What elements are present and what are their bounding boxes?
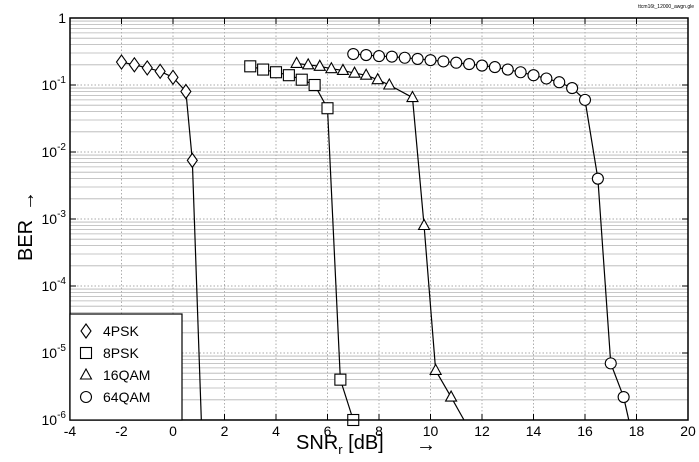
- data-point-8PSK: [295, 73, 308, 86]
- data-point-16QAM: [301, 57, 315, 70]
- x-tick-label: 0: [169, 423, 177, 439]
- data-point-64QAM: [527, 69, 540, 82]
- x-axis-label-sub: r: [338, 442, 343, 457]
- y-tick-label: 10-2: [42, 142, 67, 160]
- data-point-64QAM: [347, 47, 360, 61]
- legend-marker-16QAM: [79, 367, 93, 380]
- x-axis-label-unit: [dB]: [343, 432, 384, 454]
- data-point-16QAM: [371, 72, 385, 85]
- data-point-8PSK: [269, 66, 283, 79]
- data-point-64QAM: [514, 66, 527, 79]
- x-tick-label: 14: [526, 423, 542, 439]
- y-tick-label: 10-6: [42, 410, 67, 428]
- legend-label-4PSK: 4PSK: [103, 323, 139, 339]
- data-point-64QAM: [501, 63, 514, 76]
- data-point-16QAM: [313, 59, 327, 71]
- data-point-64QAM: [566, 82, 579, 95]
- legend-marker-8PSK: [79, 346, 93, 360]
- series-line-8PSK: [250, 65, 354, 421]
- x-tick-label: 16: [577, 423, 593, 439]
- data-point-16QAM: [336, 63, 350, 75]
- series-16QAM: [290, 56, 465, 421]
- y-tick-label: 10-4: [42, 276, 67, 294]
- svg-text:SNRr [dB]: SNRr [dB]: [296, 432, 384, 457]
- y-axis-arrow: →: [17, 191, 39, 211]
- x-axis-label-main: SNR: [296, 432, 338, 454]
- series-line-64QAM: [353, 53, 625, 398]
- legend-marker-4PSK: [80, 323, 92, 339]
- x-tick-label: 2: [221, 423, 229, 439]
- x-axis-arrow: →: [416, 434, 436, 456]
- data-point-64QAM: [617, 391, 630, 404]
- data-point-64QAM: [450, 56, 463, 69]
- file-label: ttcm16t_12000_awgn.gle: [638, 4, 694, 10]
- data-point-16QAM: [406, 90, 419, 103]
- data-point-8PSK: [257, 63, 270, 76]
- legend-marker-64QAM: [79, 390, 93, 404]
- series-8PSK: [244, 60, 360, 427]
- data-point-4PSK: [167, 69, 179, 86]
- data-point-64QAM: [398, 51, 411, 64]
- data-point-64QAM: [372, 50, 386, 63]
- data-point-4PSK: [115, 54, 128, 71]
- data-point-4PSK: [154, 63, 166, 80]
- data-point-16QAM: [290, 56, 304, 68]
- data-point-64QAM: [411, 52, 424, 65]
- data-point-4PSK: [180, 83, 192, 100]
- series-4PSK: [115, 54, 202, 421]
- x-tick-label: 4: [272, 423, 280, 439]
- y-tick-label: 1: [58, 10, 66, 26]
- data-point-64QAM: [591, 172, 604, 185]
- data-point-64QAM: [424, 54, 437, 67]
- data-point-64QAM: [540, 72, 553, 85]
- data-point-16QAM: [429, 363, 443, 375]
- y-axis-label: BER →: [15, 191, 39, 261]
- data-point-4PSK: [141, 59, 153, 76]
- data-point-4PSK: [186, 152, 198, 169]
- x-tick-label: -4: [64, 423, 77, 439]
- data-point-16QAM: [324, 61, 338, 74]
- data-point-8PSK: [244, 60, 257, 73]
- data-point-8PSK: [321, 102, 334, 115]
- data-point-8PSK: [282, 69, 295, 82]
- data-point-8PSK: [334, 373, 347, 386]
- y-tick-label: 10-1: [42, 75, 67, 93]
- series-64QAM: [347, 47, 630, 421]
- x-tick-label: 6: [324, 423, 332, 439]
- x-tick-label: 18: [629, 423, 645, 439]
- data-point-16QAM: [417, 218, 431, 231]
- data-point-64QAM: [604, 357, 617, 370]
- data-point-64QAM: [385, 50, 398, 63]
- x-axis-label: SNRr [dB] →: [296, 432, 436, 457]
- data-point-64QAM: [553, 76, 566, 89]
- legend-label-8PSK: 8PSK: [103, 345, 139, 361]
- legend-label-16QAM: 16QAM: [103, 367, 150, 383]
- data-point-16QAM: [348, 66, 361, 78]
- y-tick-label: 10-5: [42, 343, 67, 361]
- data-point-64QAM: [463, 58, 476, 71]
- series-line-16QAM: [296, 62, 452, 398]
- data-point-16QAM: [359, 68, 373, 80]
- legend-label-64QAM: 64QAM: [103, 389, 150, 405]
- data-point-4PSK: [128, 56, 141, 73]
- x-tick-label: 10: [423, 423, 439, 439]
- data-point-16QAM: [382, 77, 396, 90]
- series-tail-4PSK: [191, 160, 202, 421]
- data-point-64QAM: [475, 59, 489, 72]
- data-point-8PSK: [308, 78, 321, 92]
- x-tick-label: 12: [474, 423, 490, 439]
- data-point-64QAM: [360, 48, 373, 62]
- x-tick-label: -2: [115, 423, 128, 439]
- data-point-64QAM: [488, 61, 501, 74]
- x-tick-label: 20: [680, 423, 696, 439]
- x-tick-label: 8: [375, 423, 383, 439]
- y-tick-label: 10-3: [42, 209, 67, 227]
- data-point-16QAM: [444, 389, 458, 402]
- series-line-4PSK: [121, 61, 193, 161]
- legend: 4PSK 8PSK 16QAM 64QAM: [69, 313, 183, 421]
- data-point-64QAM: [437, 55, 450, 68]
- y-axis-label-text: BER: [15, 220, 37, 261]
- data-point-64QAM: [578, 93, 592, 106]
